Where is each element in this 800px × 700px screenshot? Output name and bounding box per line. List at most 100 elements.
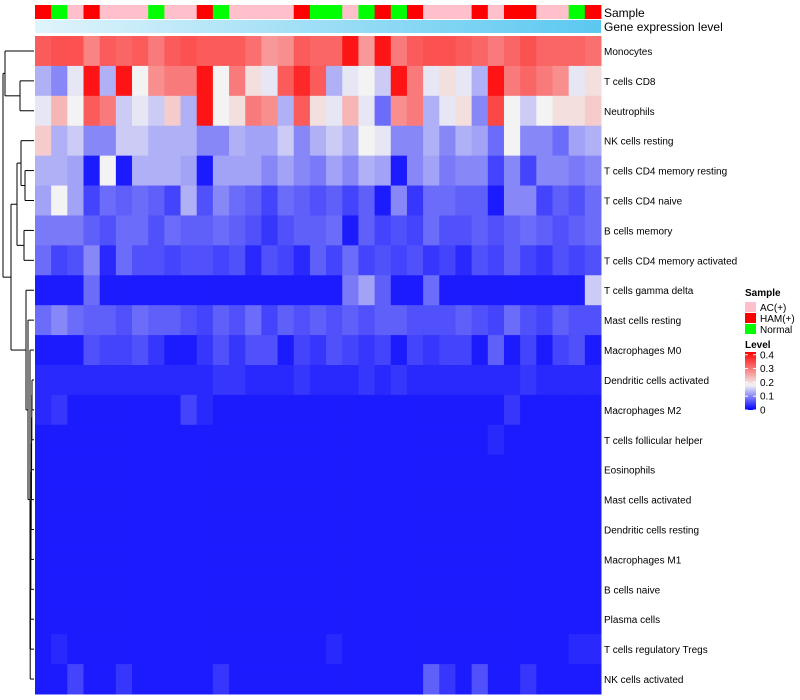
heatmap-cell [536, 544, 553, 575]
heatmap-cell [245, 275, 262, 306]
heatmap-cell [35, 65, 52, 97]
sample-annotation-cell [51, 5, 68, 19]
heatmap-cell [99, 604, 117, 635]
sample-annotation-cell [358, 5, 375, 19]
sample-legend-label: Normal [760, 325, 792, 336]
heatmap-cell [99, 185, 117, 216]
gene-expression-annotation-bar [35, 20, 601, 33]
heatmap-cell [503, 454, 521, 486]
heatmap-cell [406, 574, 424, 605]
heatmap-cell [471, 245, 489, 276]
heatmap-cell [164, 95, 182, 127]
heatmap-cell [277, 275, 295, 306]
sample-annotation-cell [568, 5, 586, 19]
heatmap-cell [358, 155, 376, 187]
heatmap-cell [358, 95, 376, 127]
heatmap-cell [552, 424, 570, 456]
sample-annotation-cell [212, 5, 230, 19]
heatmap-cell [358, 634, 376, 665]
heatmap-cell [455, 394, 473, 426]
heatmap-cell [536, 424, 553, 456]
heatmap-cell [196, 634, 214, 665]
heatmap-cell [164, 394, 182, 426]
heatmap-cell [342, 484, 359, 516]
heatmap-cell [277, 574, 295, 605]
heatmap-cell [67, 604, 85, 635]
heatmap-cell [455, 95, 473, 127]
heatmap-cell [487, 305, 505, 336]
heatmap-cell [277, 604, 295, 635]
sample-annotation-cell [471, 5, 489, 19]
heatmap-cell [358, 604, 376, 635]
heatmap-cell [212, 335, 230, 366]
heatmap-cell [51, 36, 68, 67]
heatmap-cell [406, 544, 424, 575]
level-legend-title: Level [745, 340, 771, 351]
heatmap-cell [293, 574, 311, 605]
heatmap-cell [309, 215, 327, 246]
heatmap-cell [439, 95, 456, 127]
heatmap-cell [406, 155, 424, 187]
heatmap-cell [115, 65, 133, 97]
heatmap-cell [35, 335, 52, 366]
heatmap-cell [67, 95, 85, 127]
heatmap-cell [164, 155, 182, 187]
heatmap-cell [503, 484, 521, 516]
heatmap-cell [374, 275, 392, 306]
heatmap-cell [148, 245, 165, 276]
heatmap-cell [374, 36, 392, 67]
heatmap-cell [35, 514, 52, 545]
heatmap-cell [439, 125, 456, 157]
heatmap-cell [423, 484, 440, 516]
heatmap-cell [471, 36, 489, 67]
sample-annotation-cell [455, 5, 473, 19]
heatmap-cell [51, 185, 68, 216]
heatmap-cell [390, 335, 408, 366]
row-label: Macrophages M1 [604, 555, 682, 566]
sample-annotation-cell [503, 5, 521, 19]
heatmap-cell [423, 664, 440, 695]
heatmap-cell [423, 95, 440, 127]
heatmap-cell [35, 544, 52, 575]
heatmap-cell [358, 454, 376, 486]
heatmap-cell [536, 365, 553, 396]
heatmap-cell [115, 155, 133, 187]
heatmap-cell [471, 544, 489, 575]
heatmap-cell [487, 365, 505, 396]
heatmap-cell [520, 245, 537, 276]
sample-annotation-cell [132, 5, 149, 19]
heatmap-cell [132, 65, 149, 97]
heatmap-cell [51, 394, 68, 426]
heatmap-cell [374, 394, 392, 426]
heatmap-cell [455, 664, 473, 695]
heatmap-cell [390, 544, 408, 575]
heatmap-cell [99, 394, 117, 426]
heatmap-cell [584, 514, 602, 545]
heatmap-cell [520, 305, 537, 336]
heatmap-cell [83, 36, 101, 67]
heatmap-cell [309, 125, 327, 157]
heatmap-cell [503, 95, 521, 127]
sample-annotation-cell [326, 5, 343, 19]
heatmap-cell [293, 65, 311, 97]
heatmap-cell [196, 454, 214, 486]
heatmap-cell [212, 245, 230, 276]
heatmap-cell [277, 65, 295, 97]
heatmap-cell [309, 365, 327, 396]
heatmap-cell [148, 65, 165, 97]
heatmap-cell [245, 574, 262, 605]
heatmap-cell [277, 95, 295, 127]
heatmap-cell [229, 604, 246, 635]
heatmap-cell [406, 95, 424, 127]
heatmap-cell [35, 215, 52, 246]
heatmap-cell [180, 664, 198, 695]
heatmap-cell [261, 454, 279, 486]
heatmap-cell [326, 634, 343, 665]
row-label: T cells CD4 memory activated [604, 256, 737, 267]
heatmap-cell [342, 544, 359, 575]
heatmap-cell [487, 275, 505, 306]
heatmap-cell [99, 305, 117, 336]
heatmap-cell [212, 394, 230, 426]
heatmap-cell [35, 664, 52, 695]
heatmap-cell [245, 215, 262, 246]
